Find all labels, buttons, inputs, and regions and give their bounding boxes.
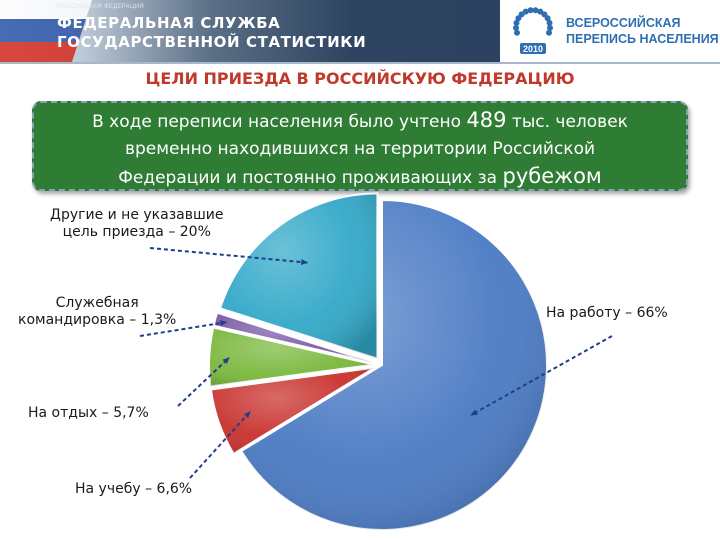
summary-text-1a: В ходе переписи населения было учтено xyxy=(92,112,467,132)
summary-text-1b: тыс. человек xyxy=(506,112,628,132)
header-divider xyxy=(0,62,720,64)
slice-label-other: Другие и не указавшие цель приезда – 20% xyxy=(50,207,224,240)
summary-line-2: временно находившихся на территории Росс… xyxy=(124,139,596,159)
logo-figure-dot xyxy=(546,29,552,36)
summary-text-3a: Федерации и постоянно проживающих за xyxy=(118,168,503,188)
summary-box: В ходе переписи населения было учтено 48… xyxy=(32,101,688,191)
agency-banner: РОССИЙСКАЯ ФЕДЕРАЦИЯ ФЕДЕРАЛЬНАЯ СЛУЖБА … xyxy=(0,0,500,62)
summary-line-1: В ходе переписи населения было учтено 48… xyxy=(34,107,686,136)
summary-number: 489 xyxy=(466,108,507,132)
logo-figure-dot xyxy=(514,29,520,36)
agency-country: РОССИЙСКАЯ ФЕДЕРАЦИЯ xyxy=(57,4,144,10)
pie-slice-shading xyxy=(209,327,375,387)
leader-arrow-study xyxy=(189,411,251,479)
pie-slice-shading xyxy=(220,193,378,359)
leader-arrow-work xyxy=(470,335,613,416)
slice-label-business-trip: Служебная командировка – 1,3% xyxy=(18,295,177,328)
pie-slice-shading xyxy=(210,367,375,454)
leader-arrow-rest xyxy=(177,357,230,407)
logo-figure-dot xyxy=(522,8,529,15)
logo-figure-dot xyxy=(547,24,553,31)
header-bar: РОССИЙСКАЯ ФЕДЕРАЦИЯ ФЕДЕРАЛЬНАЯ СЛУЖБА … xyxy=(0,0,720,62)
census-name-line2: ПЕРЕПИСЬ НАСЕЛЕНИЯ xyxy=(566,32,719,46)
census-year: 2010 xyxy=(523,44,543,54)
logo-figure-dot xyxy=(544,15,551,22)
logo-figure-dot xyxy=(546,19,553,26)
logo-figure-dot xyxy=(527,7,534,14)
summary-text-3b: рубежом xyxy=(502,164,602,188)
leader-arrow-other xyxy=(149,247,309,266)
leader-arrow-business-trip xyxy=(139,320,228,337)
slice-label-work: На работу – 66% xyxy=(546,305,668,321)
slice-label-rest: На отдых – 5,7% xyxy=(28,405,149,421)
slice-label-study: На учебу – 6,6% xyxy=(75,481,193,497)
census-name-line1: ВСЕРОССИЙСКАЯ xyxy=(566,16,681,30)
logo-figure-dot xyxy=(532,7,539,14)
agency-name-line1: ФЕДЕРАЛЬНАЯ СЛУЖБА xyxy=(57,14,281,32)
slide-title: ЦЕЛИ ПРИЕЗДА В РОССИЙСКУЮ ФЕДЕРАЦИЮ xyxy=(145,69,575,88)
agency-name-line2: ГОСУДАРСТВЕННОЙ СТАТИСТИКИ xyxy=(57,33,367,51)
logo-figure-dot xyxy=(513,19,520,26)
pie-slice-shading xyxy=(241,200,547,530)
pie-slice-shading xyxy=(213,312,375,363)
census-logo-icon: 2010 xyxy=(513,7,553,54)
logo-figure-dot xyxy=(513,24,519,31)
summary-line-3: Федерации и постоянно проживающих за руб… xyxy=(34,163,686,192)
